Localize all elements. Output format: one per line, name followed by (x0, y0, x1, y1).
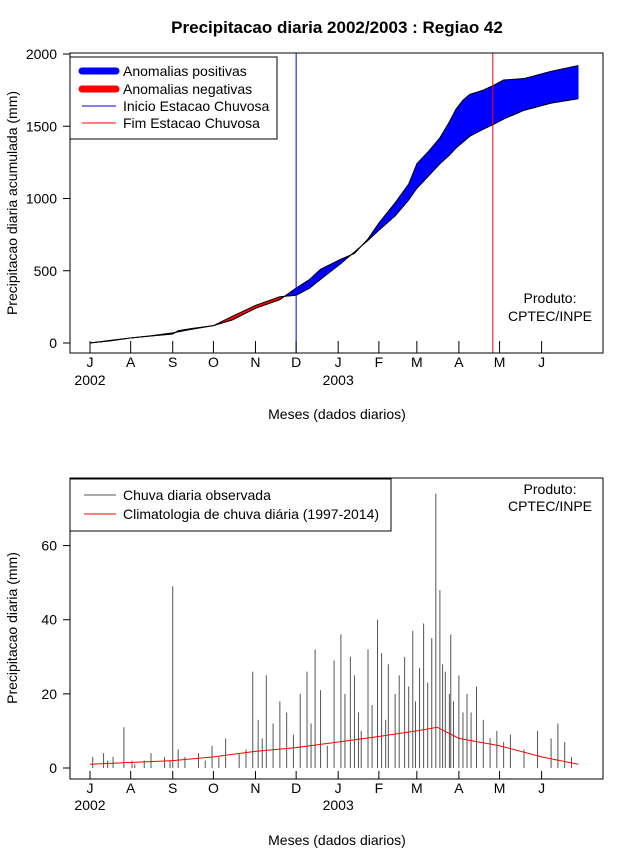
x-tick-label: S (168, 354, 177, 370)
product-label-line2: CPTEC/INPE (508, 308, 592, 324)
y-tick-label: 1000 (26, 191, 57, 207)
legend-box-bottom (69, 478, 392, 532)
x-tick-label: J (538, 354, 545, 370)
x-tick-label: A (126, 354, 136, 370)
x-tick-label: A (454, 780, 464, 796)
climatology-layer (89, 726, 579, 765)
legend-label-fim: Fim Estacao Chuvosa (123, 115, 260, 131)
cumulative-chart: Precipitacao diaria 2002/2003 : Regiao 4… (4, 18, 604, 422)
positive-anomaly-segment (576, 65, 579, 100)
x-tick-label: O (208, 354, 219, 370)
legend-label-negative: Anomalias negativas (123, 81, 252, 97)
x-tick-label: N (250, 354, 260, 370)
y-tick-label: 20 (41, 686, 57, 702)
x-tick-label: J (335, 780, 342, 796)
x-tick-label: S (168, 780, 177, 796)
observed-cumulative-line (89, 65, 579, 344)
x-tick-label: M (494, 780, 506, 796)
legend-label-positive: Anomalias positivas (123, 63, 247, 79)
product-label-line2: CPTEC/INPE (508, 498, 592, 514)
x-tick-label: J (87, 780, 94, 796)
year-label: 2002 (74, 372, 105, 388)
x-tick-label: D (291, 780, 301, 796)
y-axis-label-bottom: Precipitacao diaria (mm) (4, 552, 20, 704)
y-tick-label: 1500 (26, 118, 57, 134)
legend-top: Anomalias positivas Anomalias negativas … (69, 56, 278, 140)
legend-bottom: Chuva diaria observada Climatologia de c… (69, 478, 392, 532)
x-tick-label: M (411, 780, 423, 796)
year-label: 2003 (323, 797, 354, 813)
legend-label-observed: Chuva diaria observada (123, 487, 271, 503)
chart-title: Precipitacao diaria 2002/2003 : Regiao 4… (171, 18, 503, 37)
x-tick-label: M (411, 354, 423, 370)
y-axis-label-top: Precipitacao diaria acumulada (mm) (4, 91, 20, 315)
x-tick-label: O (208, 780, 219, 796)
daily-bars-layer (92, 493, 572, 768)
y-tick-label: 500 (34, 263, 58, 279)
y-axis-top: 0 500 1000 1500 2000 (26, 46, 70, 351)
x-tick-label: M (494, 354, 506, 370)
cumulative-series-layer (89, 65, 579, 344)
x-tick-label: J (87, 354, 94, 370)
product-label-line1: Produto: (524, 290, 577, 306)
year-label: 2002 (74, 797, 105, 813)
x-tick-label: D (291, 354, 301, 370)
y-tick-label: 2000 (26, 46, 57, 62)
climatology-cumulative-line (89, 98, 579, 344)
x-tick-label: A (454, 354, 464, 370)
y-tick-label: 0 (49, 760, 57, 776)
x-tick-label: F (375, 780, 384, 796)
product-label-line1: Produto: (524, 481, 577, 497)
x-tick-label: J (538, 780, 545, 796)
x-tick-label: F (375, 354, 384, 370)
y-axis-bottom: 0 20 40 60 (41, 538, 70, 776)
y-tick-label: 60 (41, 538, 57, 554)
y-tick-label: 0 (49, 335, 57, 351)
x-axis-label-bottom: Meses (dados diarios) (268, 832, 406, 848)
x-axis-top: J A S O N D J F M A M J 2002 2003 (74, 341, 545, 388)
x-tick-label: J (335, 354, 342, 370)
year-label: 2003 (323, 372, 354, 388)
y-tick-label: 40 (41, 612, 57, 628)
x-tick-label: N (250, 780, 260, 796)
legend-label-climatology: Climatologia de chuva diária (1997-2014) (123, 506, 379, 522)
legend-label-inicio: Inicio Estacao Chuvosa (123, 98, 270, 114)
x-axis-label-top: Meses (dados diarios) (268, 406, 406, 422)
climatology-daily-line (89, 726, 579, 765)
x-tick-label: A (126, 780, 136, 796)
